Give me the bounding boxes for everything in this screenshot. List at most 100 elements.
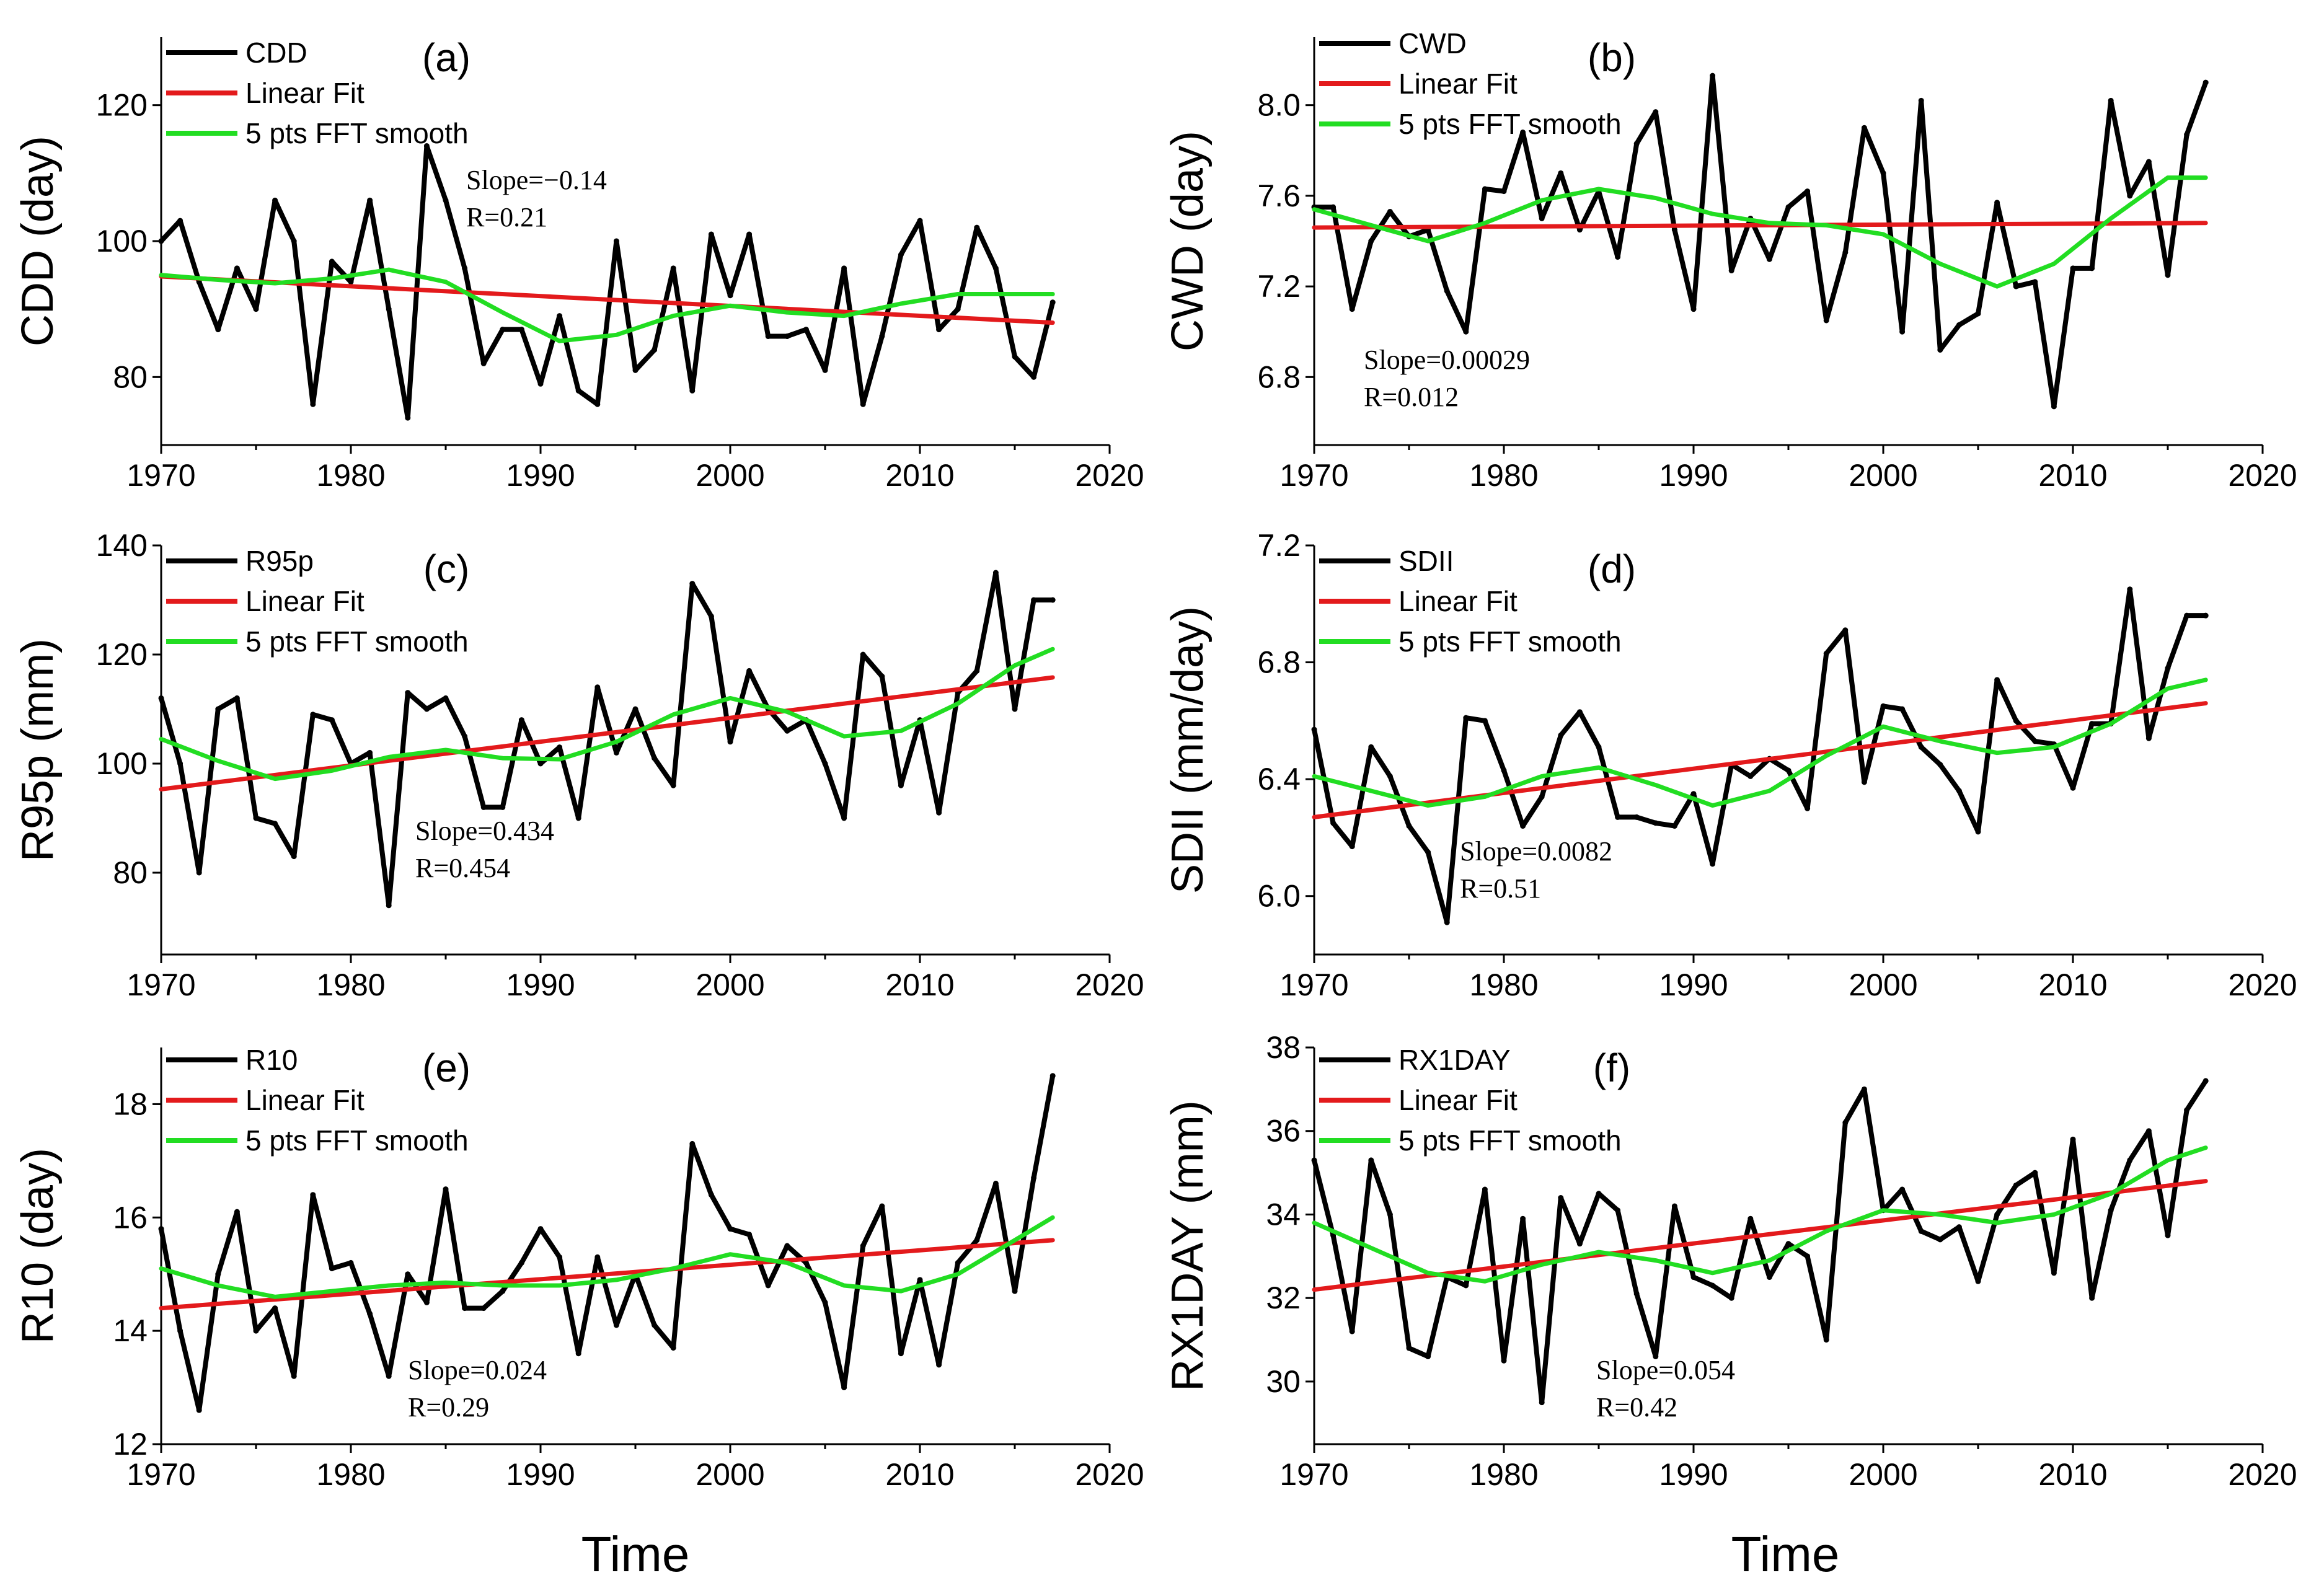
legend: CWD Linear Fit 5 pts FFT smooth bbox=[1319, 27, 1622, 140]
data-point bbox=[1463, 1282, 1469, 1289]
data-point bbox=[689, 581, 696, 587]
data-point bbox=[2013, 283, 2019, 289]
x-tick-label: 1990 bbox=[506, 1457, 575, 1492]
x-axis-title-right: Time bbox=[1731, 1527, 1840, 1582]
data-point bbox=[1710, 73, 1716, 79]
data-point bbox=[784, 333, 790, 340]
data-point bbox=[1937, 346, 1943, 353]
data-point bbox=[1918, 744, 1924, 750]
data-point bbox=[1690, 306, 1697, 312]
data-point bbox=[1539, 793, 1545, 800]
data-point bbox=[955, 1259, 961, 1266]
data-point bbox=[234, 265, 240, 271]
data-point bbox=[1861, 1086, 1867, 1092]
data-point bbox=[1049, 1073, 1056, 1079]
data-point bbox=[2032, 1170, 2038, 1176]
data-point bbox=[1633, 1290, 1640, 1297]
legend: CDD Linear Fit 5 pts FFT smooth bbox=[166, 37, 469, 149]
data-point bbox=[158, 695, 164, 701]
data-point bbox=[405, 690, 411, 696]
data-point bbox=[1368, 238, 1374, 244]
data-point bbox=[746, 1232, 753, 1238]
data-point bbox=[879, 333, 885, 340]
data-point bbox=[1899, 329, 1906, 335]
observed-series-line bbox=[159, 143, 1056, 421]
legend-label: RX1DAY bbox=[1398, 1044, 1511, 1076]
y-tick-label: 14 bbox=[113, 1313, 148, 1348]
panel-label: (a) bbox=[422, 35, 471, 80]
slope-annotation: Slope=0.434 bbox=[415, 816, 554, 846]
x-tick-label: 2000 bbox=[1849, 458, 1917, 493]
data-point bbox=[1956, 322, 1962, 328]
x-tick-label: 1970 bbox=[126, 968, 195, 1002]
data-point bbox=[2051, 1270, 2057, 1276]
x-tick-label: 2010 bbox=[2038, 968, 2107, 1002]
y-tick-label: 38 bbox=[1266, 1030, 1301, 1065]
data-point bbox=[158, 238, 164, 244]
data-point bbox=[462, 733, 468, 739]
y-tick-label: 32 bbox=[1266, 1281, 1301, 1315]
panel-label: (f) bbox=[1593, 1046, 1630, 1090]
x-tick-label: 1970 bbox=[1279, 458, 1348, 493]
data-point bbox=[2013, 718, 2019, 724]
data-point bbox=[708, 1192, 714, 1198]
x-tick-label: 2020 bbox=[2228, 1457, 2297, 1492]
slope-annotation: Slope=0.00029 bbox=[1364, 345, 1530, 375]
legend: RX1DAY Linear Fit 5 pts FFT smooth bbox=[1319, 1044, 1622, 1157]
data-point bbox=[2051, 403, 2057, 410]
data-point bbox=[291, 853, 297, 860]
data-point bbox=[518, 717, 524, 723]
data-point bbox=[803, 327, 809, 333]
data-point bbox=[898, 252, 904, 258]
y-tick-label: 6.0 bbox=[1257, 879, 1301, 914]
y-tick-label: 6.8 bbox=[1257, 645, 1301, 680]
data-point bbox=[1031, 1175, 1037, 1181]
legend-label: 5 pts FFT smooth bbox=[1398, 1124, 1622, 1157]
legend: R95p Linear Fit 5 pts FFT smooth bbox=[166, 545, 469, 658]
data-point bbox=[348, 279, 354, 285]
x-tick-label: 1980 bbox=[316, 1457, 385, 1492]
fft-smooth-line bbox=[159, 267, 1055, 343]
linear-fit-line bbox=[159, 274, 1055, 325]
data-point bbox=[367, 749, 373, 756]
data-point bbox=[784, 1243, 790, 1249]
data-point bbox=[386, 902, 392, 909]
data-point bbox=[1330, 204, 1337, 210]
r-annotation: R=0.42 bbox=[1596, 1392, 1677, 1422]
data-point bbox=[1728, 1295, 1734, 1301]
data-point bbox=[1596, 744, 1602, 750]
data-point bbox=[765, 333, 771, 340]
x-tick-label: 1970 bbox=[1279, 968, 1348, 1002]
data-point bbox=[974, 224, 980, 231]
data-point bbox=[1501, 188, 1507, 195]
y-tick-label: 80 bbox=[113, 855, 148, 890]
data-point bbox=[708, 613, 714, 619]
data-point bbox=[2070, 265, 2076, 271]
data-point bbox=[613, 1322, 619, 1328]
data-point bbox=[367, 197, 373, 203]
data-point bbox=[1823, 1337, 1829, 1343]
legend-label: Linear Fit bbox=[1398, 68, 1518, 100]
legend: SDII Linear Fit 5 pts FFT smooth bbox=[1319, 545, 1622, 658]
data-point bbox=[2032, 279, 2038, 285]
data-point bbox=[632, 367, 638, 373]
data-point bbox=[1387, 208, 1393, 214]
y-tick-label: 8.0 bbox=[1257, 88, 1301, 123]
data-point bbox=[1918, 1228, 1924, 1234]
data-point bbox=[1633, 141, 1640, 147]
slope-annotation: Slope=0.024 bbox=[408, 1355, 547, 1385]
data-point bbox=[1012, 353, 1018, 359]
data-point bbox=[1615, 254, 1621, 260]
data-point bbox=[1805, 1253, 1811, 1259]
data-point bbox=[613, 238, 619, 244]
data-point bbox=[1031, 597, 1037, 603]
x-tick-label: 1990 bbox=[506, 968, 575, 1002]
data-point bbox=[1861, 125, 1867, 131]
chart-panel-f: 1970 1980 1990 2000 2010 2020 30 32 34 36 38 RX1DAY… bbox=[1163, 1030, 2297, 1492]
data-point bbox=[2108, 1207, 2114, 1214]
data-point bbox=[1406, 823, 1412, 829]
data-point bbox=[898, 782, 904, 788]
chart-panel-b: 1970 1980 1990 2000 2010 2020 6.8 7.2 7.6 8.0 CWD … bbox=[1163, 27, 2297, 493]
linear-fit-line bbox=[159, 1238, 1055, 1311]
